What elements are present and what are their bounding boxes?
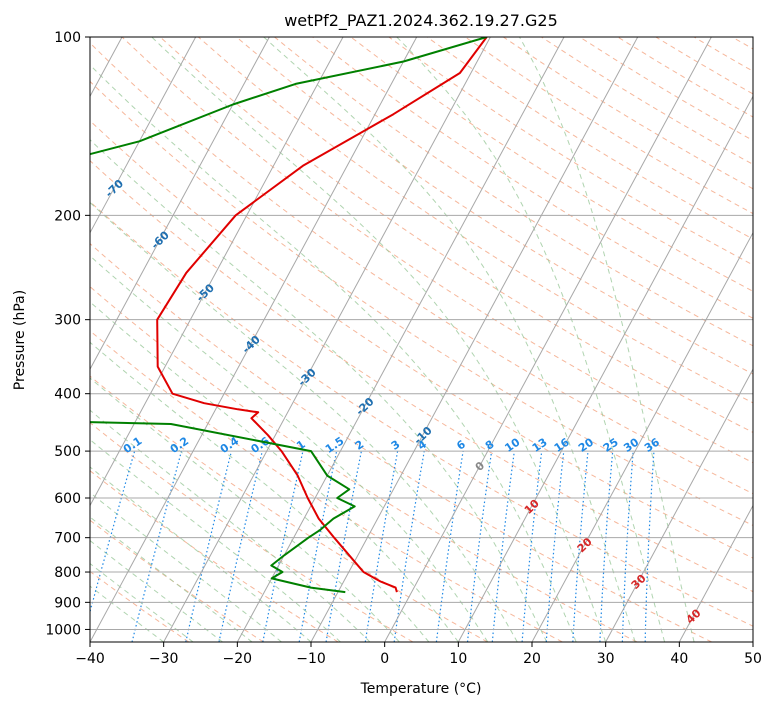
y-tick-label: 900 [54,595,81,611]
moist-adiabat-line [90,301,459,642]
dry-adiabat-line [90,243,712,642]
mixing-ratio-line [218,450,263,642]
mixing-ratio-line [262,450,304,642]
x-tick-label: 30 [597,651,615,667]
y-tick-label: 300 [54,313,81,329]
y-axis-ticks: 100 200 300 400 500 600 700 800 900 1000 [45,30,90,638]
mixing-ratio-line [521,451,543,642]
x-tick-label: −20 [223,651,253,667]
isobars [90,37,753,630]
x-tick-label: 10 [449,651,467,667]
dry-adiabat-line [274,37,753,347]
y-tick-label: 1000 [45,622,81,638]
moist-adiabat-line [90,491,282,642]
y-tick-label: 600 [54,491,81,507]
x-tick-label: 20 [523,651,541,667]
isotherm-line [90,37,270,371]
isotherm-line [310,37,639,642]
moist-adiabat-line [263,37,636,642]
isotherm-line [531,231,753,642]
x-tick-label: −30 [149,651,179,667]
isotherm-line [90,37,344,507]
dry-adiabat-line [90,422,414,642]
isotherm-line [236,37,565,642]
dry-adiabats [90,37,753,642]
moist-adiabat-line [151,37,607,642]
isotherms [90,37,753,642]
moist-adiabat-line [90,64,577,642]
mixing-ratio-line [572,451,589,642]
y-tick-label: 100 [54,30,81,46]
chart-title: wetPf2_PAZ1.2024.362.19.27.G25 [284,11,558,31]
isotherm-line [678,504,753,642]
dry-adiabat-line [90,375,488,642]
isotherm-line [90,37,418,642]
x-tick-label: 0 [380,651,389,667]
dry-adiabat-line [121,37,753,464]
plot-frame [89,36,754,643]
x-tick-label: −10 [296,651,326,667]
temperature-profile-line [156,37,488,593]
isotherm-line [605,368,753,642]
moist-adiabat-line [90,255,489,642]
isotherm-line [457,95,753,642]
moist-adiabat-line [90,439,341,642]
isotherm-line [90,37,197,234]
dewpoint-profile-line [90,37,487,594]
profile-series [90,37,488,594]
dry-adiabat-line [90,519,264,642]
x-axis-ticks: −40 −30 −20 −10 0 10 20 30 40 50 [75,642,762,667]
mixing-ratio-line [491,451,515,642]
isotherm-line [163,37,491,642]
dry-adiabat-line [90,160,753,593]
y-tick-label: 500 [54,444,81,460]
x-tick-label: −40 [75,651,105,667]
dry-adiabat-line [90,201,753,627]
isotherm-line [384,37,712,642]
dry-adiabat-line [197,37,753,404]
moist-adiabat-line [90,139,548,642]
dry-adiabat-line [350,37,753,292]
mixing-ratio-line [466,451,493,642]
x-tick-label: 40 [670,651,688,667]
moist-adiabat-line [90,377,400,642]
y-tick-label: 400 [54,387,81,403]
dry-adiabat-line [90,80,753,527]
moist-adiabat-line [90,341,430,642]
y-tick-label: 200 [54,208,81,224]
x-tick-label: 50 [744,651,762,667]
mixing-ratio-line [185,450,233,642]
y-tick-label: 700 [54,531,81,547]
y-axis-label: Pressure (hPa) [12,290,28,390]
moist-adiabat-line [519,37,695,642]
mixing-ratio-line [393,451,425,642]
dry-adiabat-line [90,570,190,642]
moist-adiabats [90,37,695,642]
dry-adiabat-line [90,42,753,495]
x-axis-label: Temperature (°C) [360,681,482,697]
mixing-ratio-line [435,451,464,642]
mixing-ratio-line [545,451,565,642]
y-tick-label: 800 [54,565,81,581]
mixing-ratio-line [90,450,136,614]
